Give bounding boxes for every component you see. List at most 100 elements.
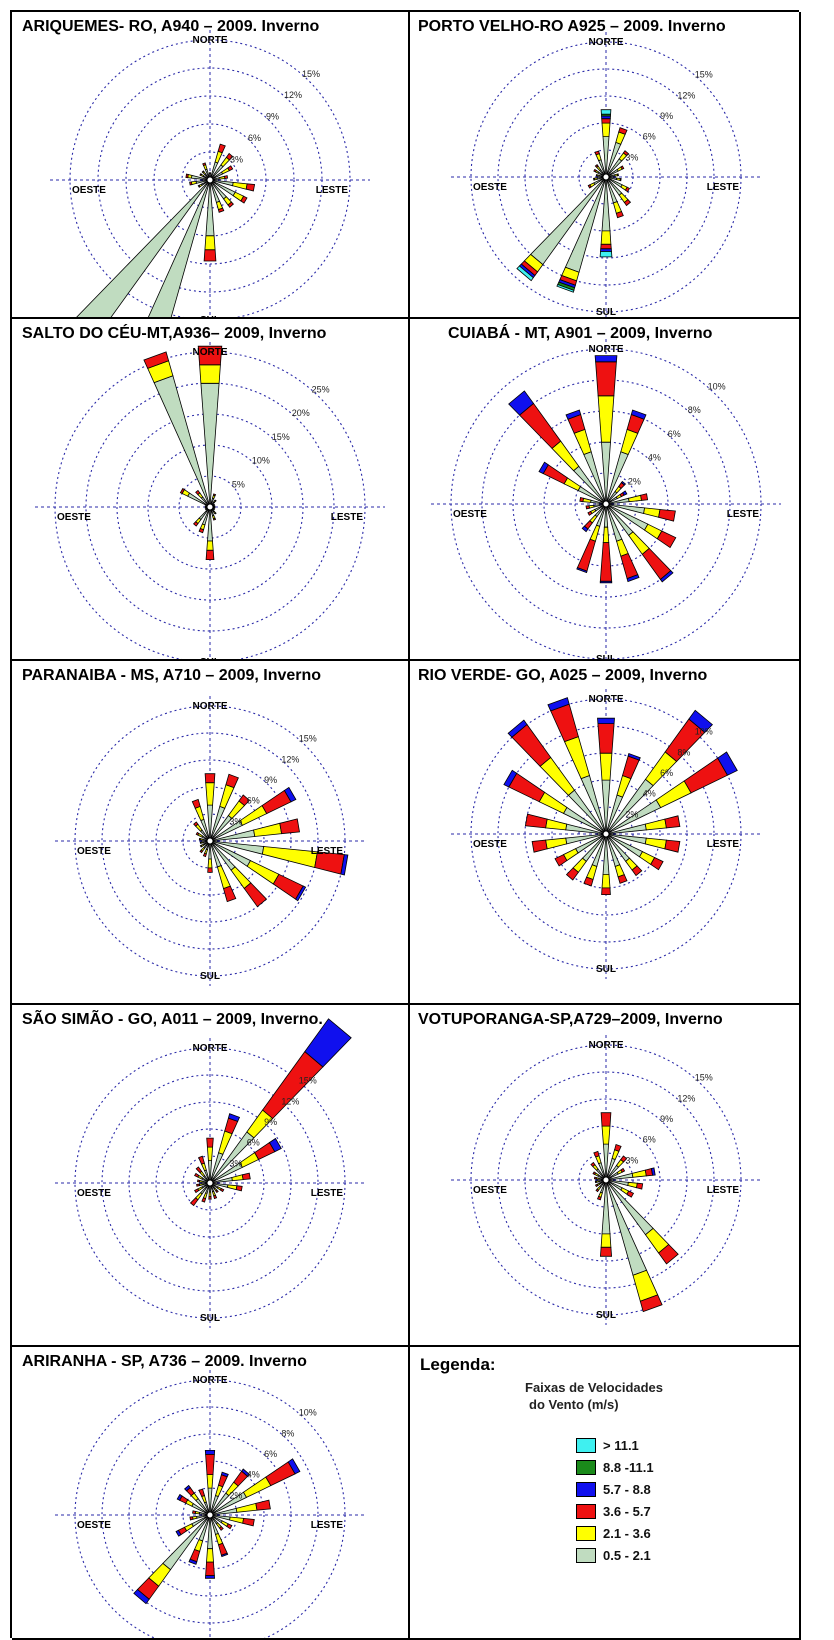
petal-segment: [235, 1502, 258, 1513]
ring-label: 12%: [284, 90, 302, 100]
petal-segment: [659, 570, 674, 583]
petal-segment: [650, 856, 664, 871]
legend-entry: > 11.1: [576, 1434, 654, 1456]
petal-segment: [179, 487, 185, 495]
compass-north-label: NORTE: [589, 344, 624, 355]
ring: [481, 379, 731, 629]
petal-segment: [232, 181, 248, 190]
petal-segment: [620, 552, 639, 580]
compass-north-label: NORTE: [193, 701, 228, 712]
petal-segment: [199, 173, 203, 177]
legend-title: Legenda:: [420, 1355, 496, 1374]
petal-segment: [162, 1514, 211, 1571]
petal-segment: [545, 818, 568, 831]
compass-west-label: OESTE: [473, 1185, 507, 1196]
petal-segment: [605, 1179, 654, 1236]
ring-label: 10%: [252, 456, 270, 466]
petal-segment: [650, 1167, 656, 1176]
ring-label: 3%: [229, 816, 242, 826]
compass-west-label: OESTE: [453, 509, 487, 520]
ring-label: 6%: [643, 1135, 656, 1145]
ring-label: 6%: [643, 132, 656, 142]
petal-segment: [616, 173, 619, 177]
ring-label: 3%: [625, 1155, 638, 1165]
petal-segment: [213, 505, 216, 508]
petal-segment: [631, 865, 643, 877]
panel-title: ARIQUEMES- RO, A940 – 2009. Inverno: [22, 18, 320, 35]
petal-segment: [600, 243, 612, 250]
rose-panel-votuporanga: VOTUPORANGA-SP,A729–2009, Inverno 3% 6% 9%…: [410, 1005, 801, 1347]
windrose-chart: 3% 6% 9% 12%15% NORTE SUL LESTE OESTE: [55, 1018, 365, 1328]
windrose-chart: 2% 4% 6% 8% 10% NORTE SUL LESTE OESTE: [431, 339, 781, 659]
panel-title: ARIRANHA - SP, A736 – 2009. Inverno: [22, 1353, 307, 1370]
petal-segment: [206, 1548, 214, 1563]
petal-segment: [593, 1176, 597, 1180]
ring-label: 2%: [229, 1490, 242, 1500]
rose-panel-sao-simao: SÃO SIMÃO - GO, A011 – 2009, Inverno. 3%…: [12, 1005, 410, 1347]
petal-segment: [599, 580, 613, 584]
ring-label: 15%: [695, 70, 713, 80]
petal-segment: [601, 1125, 611, 1145]
compass-east-label: LESTE: [707, 839, 740, 850]
rose-panel-paranaiba: PARANAIBA - MS, A710 – 2009, Inverno 3% 6…: [12, 661, 410, 1005]
petal-segment: [175, 1529, 182, 1537]
compass-west-label: OESTE: [473, 182, 507, 193]
petal-segment: [507, 719, 528, 738]
ring: [497, 68, 715, 286]
petal-segment: [600, 248, 612, 252]
ring-label: 6%: [668, 429, 681, 439]
center-dot: [206, 176, 214, 184]
petal-segment: [205, 549, 215, 561]
petal-segment: [246, 860, 280, 885]
ring-label: 4%: [247, 1470, 260, 1480]
ring-label: 2%: [625, 809, 638, 819]
petal-segment: [199, 841, 202, 844]
legend-label: 0.5 - 2.1: [603, 1547, 651, 1563]
petal-segment: [189, 181, 193, 186]
petal-segment: [223, 885, 237, 903]
petal-segment: [619, 178, 622, 182]
petal-segment: [600, 1112, 612, 1127]
petal-segment: [195, 1166, 203, 1174]
petal-segment: [593, 177, 596, 181]
ring: [551, 1125, 661, 1235]
petal-segment: [209, 172, 211, 174]
legend-swatch: [576, 1503, 596, 1519]
petal-segment: [217, 207, 225, 213]
legend-panel: Legenda: Faixas de Velocidades do Vento …: [410, 1347, 801, 1640]
windrose-chart: 5% 10% 15% 20% 25% NORTE SUL LESTE OESTE: [35, 342, 385, 659]
petal-segment: [664, 815, 681, 829]
petal-segment: [576, 567, 588, 574]
ring: [155, 1128, 265, 1238]
panel-title: RIO VERDE- GO, A025 – 2009, Inverno: [418, 667, 708, 684]
petal-segment: [295, 885, 307, 902]
compass-south-label: SUL: [200, 1313, 220, 1324]
petal-segment: [148, 179, 211, 317]
rose-panel-rio-verde: RIO VERDE- GO, A025 – 2009, Inverno 2% 4%…: [410, 661, 801, 1005]
petal-segment: [582, 497, 592, 503]
petal-segment: [554, 854, 568, 867]
petal-segment: [688, 709, 713, 733]
petal-segment: [243, 882, 268, 908]
petal-segment: [143, 351, 170, 369]
ring-label: 15%: [695, 1073, 713, 1083]
legend-entry: 5.7 - 8.8: [576, 1478, 654, 1500]
petal-segment: [594, 1183, 599, 1188]
petal-segment: [287, 1458, 301, 1475]
petal-segment: [600, 109, 612, 115]
petal-segment: [235, 1185, 243, 1192]
center-dot: [602, 1176, 610, 1184]
legend-subtitle-line1: Faixas de Velocidades: [525, 1380, 664, 1395]
rose-panel-ariranha: ARIRANHA - SP, A736 – 2009. Inverno 2% 4%…: [12, 1347, 410, 1640]
petal-segment: [195, 489, 201, 496]
petal-segment: [563, 736, 590, 780]
petal-segment: [206, 1474, 214, 1489]
petal-segment: [199, 849, 204, 854]
petal-segment: [583, 876, 594, 887]
petal-segment: [204, 1575, 216, 1579]
compass-north-label: NORTE: [589, 37, 624, 48]
ring-label: 10%: [299, 1408, 317, 1418]
petal-segment: [240, 195, 248, 204]
windrose-chart: 3% 6% 9% 12%15% NORTE SUL LESTE OESTE: [451, 1035, 761, 1325]
petal-segment: [596, 1195, 602, 1201]
